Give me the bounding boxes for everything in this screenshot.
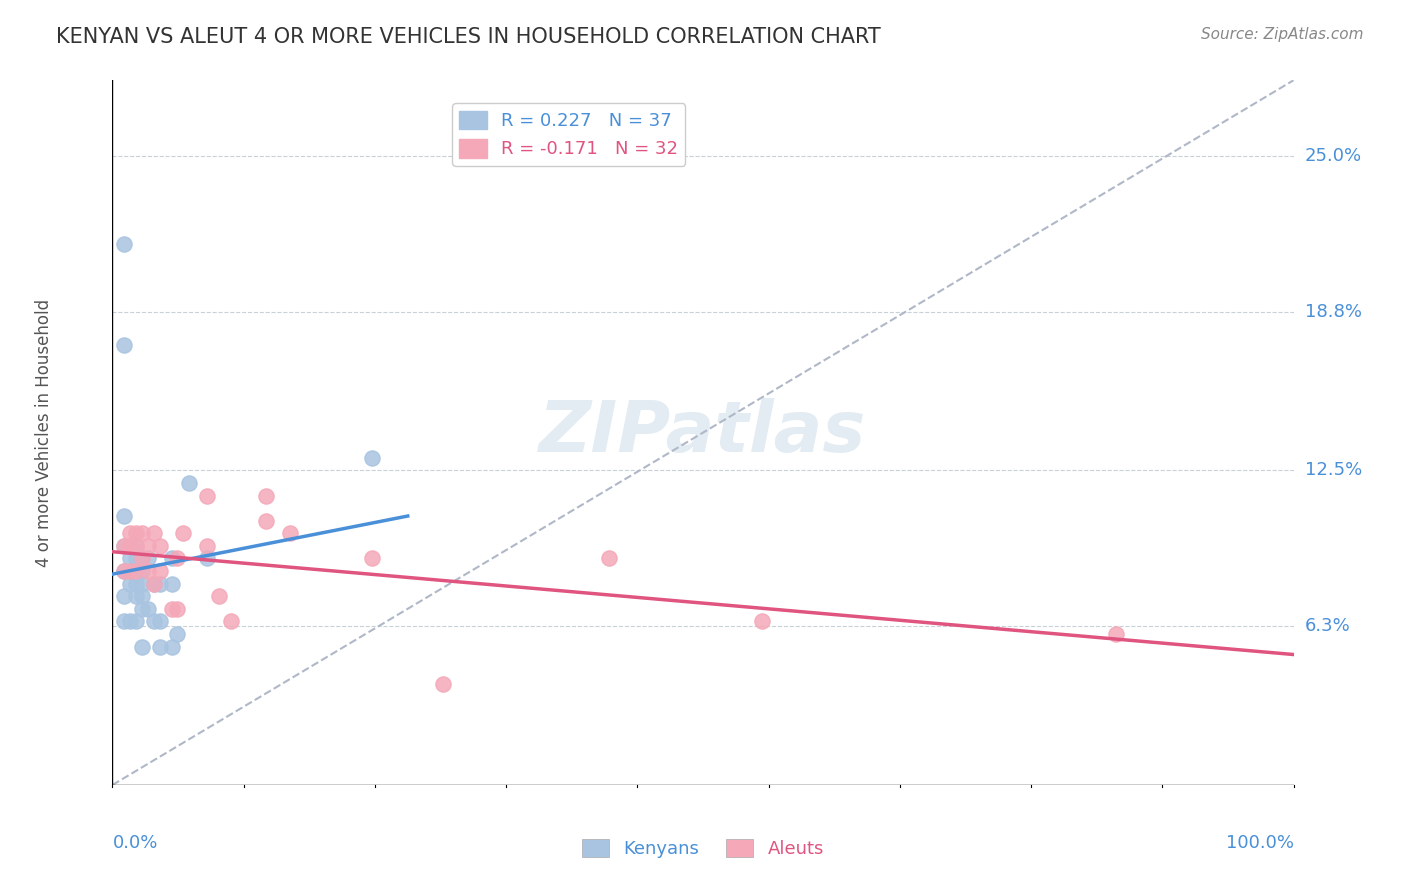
- Point: [112, 564, 135, 578]
- Point: [120, 526, 142, 541]
- Point: [195, 551, 218, 566]
- Point: [112, 337, 135, 351]
- Text: 4 or more Vehicles in Household: 4 or more Vehicles in Household: [35, 299, 53, 566]
- Text: 25.0%: 25.0%: [1305, 147, 1362, 165]
- Point: [131, 589, 153, 603]
- Point: [125, 564, 148, 578]
- Point: [219, 615, 242, 629]
- Point: [136, 564, 159, 578]
- Text: 0.0%: 0.0%: [112, 834, 157, 852]
- Point: [160, 576, 183, 591]
- Point: [195, 489, 218, 503]
- Point: [125, 615, 148, 629]
- Point: [361, 450, 384, 465]
- Point: [1105, 627, 1128, 641]
- Point: [149, 539, 172, 553]
- Point: [120, 615, 142, 629]
- Point: [136, 601, 159, 615]
- Point: [432, 677, 454, 691]
- Point: [142, 576, 165, 591]
- Point: [208, 589, 231, 603]
- Point: [160, 601, 183, 615]
- Point: [179, 475, 201, 490]
- Point: [120, 564, 142, 578]
- Point: [120, 551, 142, 566]
- Point: [160, 551, 183, 566]
- Point: [125, 526, 148, 541]
- Point: [120, 576, 142, 591]
- Point: [136, 539, 159, 553]
- Point: [166, 551, 188, 566]
- Point: [172, 526, 194, 541]
- Point: [751, 615, 773, 629]
- Point: [149, 576, 172, 591]
- Point: [125, 539, 148, 553]
- Point: [160, 640, 183, 654]
- Point: [125, 551, 148, 566]
- Text: Source: ZipAtlas.com: Source: ZipAtlas.com: [1201, 27, 1364, 42]
- Point: [142, 615, 165, 629]
- Point: [149, 640, 172, 654]
- Text: ZIPatlas: ZIPatlas: [540, 398, 866, 467]
- Point: [112, 615, 135, 629]
- Point: [195, 539, 218, 553]
- Point: [149, 564, 172, 578]
- Text: 100.0%: 100.0%: [1226, 834, 1294, 852]
- Point: [166, 601, 188, 615]
- Point: [131, 551, 153, 566]
- Text: 12.5%: 12.5%: [1305, 461, 1362, 479]
- Point: [125, 589, 148, 603]
- Text: 6.3%: 6.3%: [1305, 617, 1350, 635]
- Point: [142, 526, 165, 541]
- Point: [125, 539, 148, 553]
- Point: [149, 615, 172, 629]
- Point: [166, 627, 188, 641]
- Point: [125, 564, 148, 578]
- Point: [598, 551, 620, 566]
- Point: [120, 539, 142, 553]
- Point: [131, 564, 153, 578]
- Point: [112, 236, 135, 251]
- Point: [131, 551, 153, 566]
- Point: [120, 564, 142, 578]
- Point: [131, 640, 153, 654]
- Point: [142, 576, 165, 591]
- Point: [361, 551, 384, 566]
- Point: [112, 508, 135, 523]
- Point: [125, 576, 148, 591]
- Point: [112, 539, 135, 553]
- Point: [278, 526, 301, 541]
- Point: [254, 514, 277, 528]
- Point: [136, 551, 159, 566]
- Point: [254, 489, 277, 503]
- Point: [112, 539, 135, 553]
- Point: [131, 601, 153, 615]
- Legend: R = 0.227   N = 37, R = -0.171   N = 32: R = 0.227 N = 37, R = -0.171 N = 32: [453, 103, 685, 166]
- Point: [112, 564, 135, 578]
- Point: [131, 576, 153, 591]
- Point: [131, 526, 153, 541]
- Legend: Kenyans, Aleuts: Kenyans, Aleuts: [575, 831, 831, 865]
- Text: 18.8%: 18.8%: [1305, 302, 1361, 321]
- Point: [112, 589, 135, 603]
- Text: KENYAN VS ALEUT 4 OR MORE VEHICLES IN HOUSEHOLD CORRELATION CHART: KENYAN VS ALEUT 4 OR MORE VEHICLES IN HO…: [56, 27, 882, 46]
